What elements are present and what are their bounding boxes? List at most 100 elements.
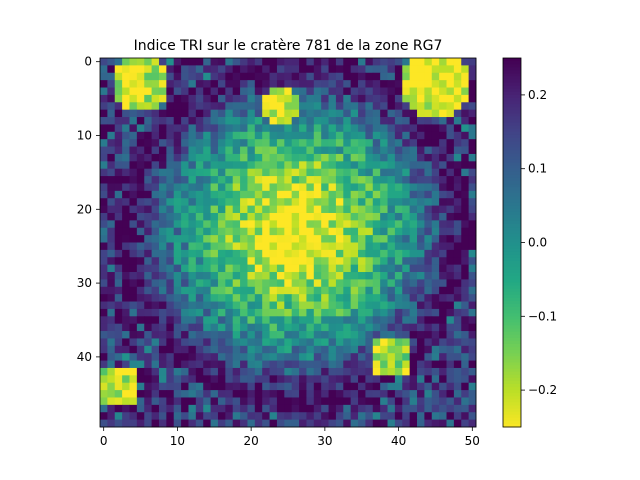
heatmap-cell xyxy=(195,205,204,214)
heatmap-cell xyxy=(225,272,234,280)
heatmap-cell xyxy=(225,65,234,74)
heatmap-cell xyxy=(291,183,300,192)
heatmap-cell xyxy=(453,212,462,221)
heatmap-cell xyxy=(306,331,315,339)
heatmap-cell xyxy=(100,183,108,192)
heatmap-cell xyxy=(195,279,204,288)
heatmap-cell xyxy=(254,360,263,369)
heatmap-cell xyxy=(387,242,396,251)
heatmap-cell xyxy=(240,220,248,229)
heatmap-cell xyxy=(321,404,329,413)
heatmap-cell xyxy=(247,397,256,406)
heatmap-cell xyxy=(468,382,477,391)
heatmap-cell xyxy=(144,249,153,258)
heatmap-cell xyxy=(122,109,130,118)
heatmap-cell xyxy=(203,146,211,155)
heatmap-cell xyxy=(262,80,270,88)
heatmap-cell xyxy=(254,117,263,125)
heatmap-cell xyxy=(328,264,337,273)
heatmap-cell xyxy=(114,58,123,66)
heatmap-cell xyxy=(262,131,270,140)
heatmap-cell xyxy=(100,382,108,391)
heatmap-cell xyxy=(107,87,116,96)
heatmap-cell xyxy=(144,153,153,162)
heatmap-cell xyxy=(335,153,344,162)
heatmap-cell xyxy=(417,301,425,310)
heatmap-cell xyxy=(409,109,418,118)
heatmap-cell xyxy=(151,331,160,339)
heatmap-cell xyxy=(387,249,396,258)
heatmap-cell xyxy=(424,94,433,103)
heatmap-cell xyxy=(247,80,256,88)
heatmap-cell xyxy=(328,382,337,391)
heatmap-cell xyxy=(365,176,374,184)
heatmap-cell xyxy=(107,242,116,251)
heatmap-cell xyxy=(217,109,226,118)
heatmap-cell xyxy=(453,109,462,118)
heatmap-cell xyxy=(276,227,285,236)
heatmap-cell xyxy=(232,117,241,125)
heatmap-cell xyxy=(328,323,337,332)
heatmap-cell xyxy=(144,205,153,214)
heatmap-cell xyxy=(461,117,470,125)
heatmap-cell xyxy=(439,146,447,155)
heatmap-cell xyxy=(394,264,403,273)
heatmap-cell xyxy=(195,235,204,243)
colorbar-segment xyxy=(503,177,521,182)
heatmap-cell xyxy=(210,176,219,184)
heatmap-cell xyxy=(210,153,219,162)
heatmap-cell xyxy=(387,404,396,413)
heatmap-cell xyxy=(387,375,396,384)
heatmap-cell xyxy=(358,139,366,147)
heatmap-cell xyxy=(299,404,307,413)
heatmap-cell xyxy=(350,338,359,347)
heatmap-cell xyxy=(431,316,440,325)
heatmap-cell xyxy=(181,153,189,162)
heatmap-cell xyxy=(350,301,359,310)
colorbar-segment xyxy=(503,420,521,425)
heatmap-cell xyxy=(136,272,145,280)
heatmap-cell xyxy=(306,419,315,428)
heatmap-cell xyxy=(387,87,396,96)
heatmap-cell xyxy=(151,345,160,354)
heatmap-cell xyxy=(365,404,374,413)
heatmap-cell xyxy=(151,139,160,147)
heatmap-cell xyxy=(417,272,425,280)
heatmap-cell xyxy=(100,272,108,280)
heatmap-cell xyxy=(181,124,189,133)
heatmap-cell xyxy=(328,161,337,170)
heatmap-cell xyxy=(299,131,307,140)
heatmap-cell xyxy=(380,308,388,317)
heatmap-cell xyxy=(328,242,337,251)
heatmap-cell xyxy=(350,286,359,295)
heatmap-cell xyxy=(173,301,182,310)
heatmap-cell xyxy=(114,212,123,221)
heatmap-cell xyxy=(372,397,381,406)
heatmap-cell xyxy=(195,58,204,66)
heatmap-cell xyxy=(217,183,226,192)
heatmap-cell xyxy=(269,124,278,133)
heatmap-cell xyxy=(417,117,425,125)
heatmap-cell xyxy=(409,272,418,280)
heatmap-cell xyxy=(372,176,381,184)
heatmap-cell xyxy=(372,139,381,147)
heatmap-cell xyxy=(173,205,182,214)
heatmap-cell xyxy=(291,109,300,118)
heatmap-cell xyxy=(151,94,160,103)
heatmap-cell xyxy=(446,286,455,295)
heatmap-cell xyxy=(151,58,160,66)
heatmap-cell xyxy=(210,124,219,133)
heatmap-cell xyxy=(136,176,145,184)
colorbar-segment xyxy=(503,322,521,327)
heatmap-cell xyxy=(439,323,447,332)
heatmap-cell xyxy=(136,390,145,398)
heatmap-cell xyxy=(402,153,411,162)
heatmap-cell xyxy=(114,323,123,332)
heatmap-cell xyxy=(232,323,241,332)
heatmap-cell xyxy=(100,286,108,295)
colorbar-segment xyxy=(503,202,521,207)
heatmap-cell xyxy=(299,153,307,162)
heatmap-cell xyxy=(166,390,175,398)
colorbar-segment xyxy=(503,304,521,308)
heatmap-cell xyxy=(203,316,211,325)
